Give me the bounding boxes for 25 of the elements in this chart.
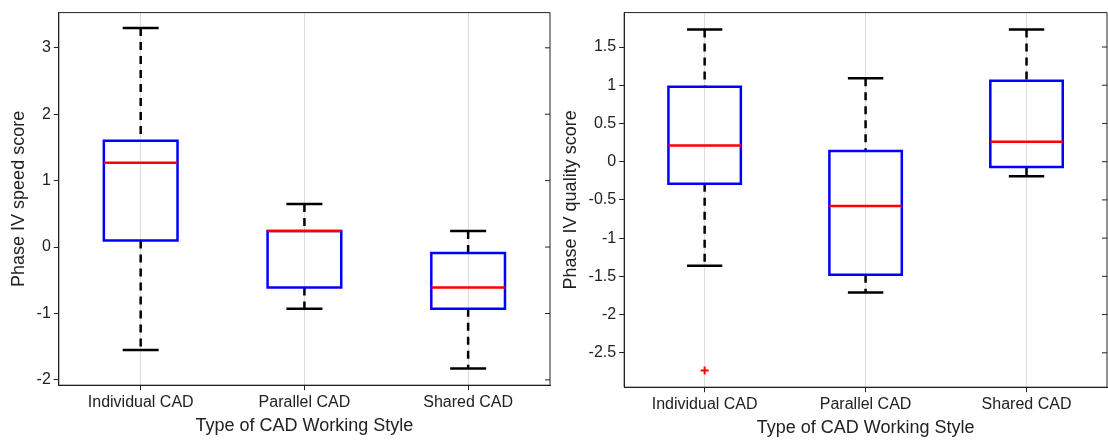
y-tick-label: 2 [41, 104, 51, 122]
y-tick-label: -1 [36, 303, 51, 321]
y-axis-title: Phase IV speed score [7, 110, 28, 287]
y-tick-label: -1 [601, 228, 617, 246]
x-axis-title: Type of CAD Working Style [756, 417, 975, 438]
y-tick-label: -2 [601, 304, 617, 322]
y-tick-label: 0.5 [593, 113, 617, 131]
x-tick-label: Parallel CAD [819, 395, 912, 413]
y-tick-label: -0.5 [588, 190, 617, 208]
y-tick-label: 1.5 [593, 37, 617, 55]
x-tick-label: Shared CAD [981, 395, 1072, 413]
y-axis-title: Phase IV quality score [559, 110, 580, 290]
x-axis-title: Type of CAD Working Style [195, 415, 414, 436]
y-tick-label: 0 [41, 237, 51, 255]
y-tick-label: -2 [36, 370, 51, 388]
y-tick-label: 1 [41, 171, 51, 189]
x-tick-label: Parallel CAD [258, 393, 351, 411]
y-tick-label: 0 [607, 152, 617, 170]
x-tick-label: Individual CAD [87, 393, 194, 411]
x-tick-label: Shared CAD [423, 393, 514, 411]
y-tick-label: 3 [41, 38, 51, 56]
y-tick-label: -2.5 [588, 343, 617, 361]
y-tick-label: -1.5 [588, 266, 617, 284]
y-tick-label: 1 [607, 75, 617, 93]
x-tick-label: Individual CAD [651, 395, 758, 413]
